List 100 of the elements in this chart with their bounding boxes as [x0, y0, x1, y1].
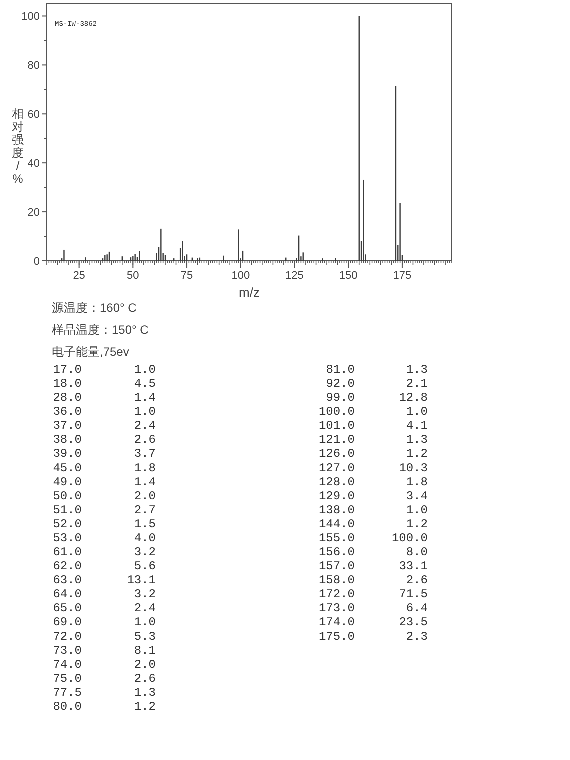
text: 39.0	[53, 447, 82, 462]
text: 2.6	[406, 574, 428, 588]
x-axis-title: m/z	[239, 285, 260, 300]
text: 3.2	[134, 546, 156, 560]
text: 1.0	[134, 405, 156, 420]
y-tick-label: 60	[28, 109, 40, 122]
text: 2.4	[134, 602, 156, 616]
x-tick-label: 150	[339, 270, 358, 282]
text: 128.0	[318, 475, 355, 490]
text: 172.0	[318, 588, 355, 602]
text: 75.0	[53, 672, 82, 686]
text: 12.8	[399, 391, 428, 406]
text: 80.0	[53, 700, 82, 714]
text: 100.0	[318, 405, 355, 420]
text: 1.3	[406, 363, 428, 377]
text: 1.2	[406, 517, 428, 532]
text: 1.4	[134, 475, 156, 490]
text: 127.0	[318, 461, 355, 476]
text: 101.0	[318, 419, 355, 434]
text: 1.3	[406, 433, 428, 448]
text: 18.0	[53, 377, 82, 392]
y-tick-label: 20	[28, 207, 40, 220]
text: 1.0	[134, 616, 156, 630]
text: 1.8	[134, 461, 156, 476]
text: 1.5	[134, 517, 156, 532]
text: 1.4	[134, 391, 156, 406]
text: 45.0	[53, 461, 82, 476]
text: 1.0	[134, 363, 156, 377]
text: 173.0	[318, 602, 355, 616]
text: 158.0	[318, 574, 355, 588]
text: 2.1	[406, 377, 428, 392]
text: 1.0	[406, 405, 428, 420]
text: 63.0	[53, 574, 82, 588]
text: 61.0	[53, 546, 82, 560]
text: 81.0	[326, 363, 355, 377]
text: 121.0	[318, 433, 355, 448]
text: 13.1	[127, 574, 156, 588]
text: 174.0	[318, 616, 355, 630]
text: 100.0	[392, 531, 428, 546]
text: 53.0	[53, 531, 82, 546]
text: 1.3	[134, 686, 156, 700]
text: 138.0	[318, 503, 355, 518]
text: 33.1	[399, 560, 428, 574]
text: 51.0	[53, 503, 82, 518]
text: 28.0	[53, 391, 82, 406]
text: 92.0	[326, 377, 355, 392]
text: 样品温度：150° C	[52, 323, 150, 337]
text: 1.2	[406, 447, 428, 462]
text: 64.0	[53, 588, 82, 602]
x-tick-label: 25	[73, 270, 86, 282]
text: 4.5	[134, 377, 156, 392]
text: 129.0	[318, 489, 355, 504]
text: 72.0	[53, 630, 82, 644]
text: 155.0	[318, 531, 355, 546]
text: 71.5	[399, 588, 428, 602]
x-tick-label: 125	[286, 270, 304, 282]
text: 38.0	[53, 433, 82, 448]
text: 157.0	[318, 560, 355, 574]
text: 36.0	[53, 405, 82, 420]
y-tick-label: 80	[28, 60, 40, 72]
text: 3.7	[134, 447, 156, 462]
text: 8.0	[406, 546, 428, 560]
text: 69.0	[53, 616, 82, 630]
text: 126.0	[318, 447, 355, 462]
y-tick-label: 100	[22, 11, 40, 24]
text: 3.2	[134, 588, 156, 602]
text: 73.0	[53, 644, 82, 658]
text: 144.0	[318, 517, 355, 532]
text: 1.2	[134, 700, 156, 714]
text: 50.0	[53, 489, 82, 504]
text: 99.0	[326, 391, 355, 406]
text: 52.0	[53, 517, 82, 532]
x-tick-label: 50	[127, 270, 140, 282]
text: 37.0	[53, 419, 82, 434]
text: 175.0	[318, 630, 355, 644]
text: 1.8	[406, 475, 428, 490]
text: 49.0	[53, 475, 82, 490]
text: 10.3	[399, 461, 428, 476]
text: 74.0	[53, 658, 82, 672]
x-tick-label: 75	[180, 270, 194, 282]
text: 3.4	[406, 489, 428, 504]
text: 17.0	[53, 363, 82, 377]
text: 6.4	[406, 602, 428, 616]
x-tick-label: 100	[232, 270, 250, 282]
text: 23.5	[399, 616, 428, 630]
text: 4.0	[134, 531, 156, 546]
text: 2.0	[134, 489, 156, 504]
text: 源温度：160° C	[52, 301, 138, 315]
text: 2.3	[406, 630, 428, 644]
text: 65.0	[53, 602, 82, 616]
x-tick-label: 175	[393, 270, 412, 282]
text: 2.7	[134, 503, 156, 518]
text: 4.1	[406, 419, 428, 434]
text: 8.1	[134, 644, 156, 658]
text: 电子能量,75ev	[52, 345, 130, 359]
y-axis-title: 相对强度/%	[12, 107, 24, 186]
text: 2.4	[134, 419, 156, 434]
text: 156.0	[318, 546, 355, 560]
text: 77.5	[53, 686, 82, 700]
text: 2.6	[134, 433, 156, 448]
